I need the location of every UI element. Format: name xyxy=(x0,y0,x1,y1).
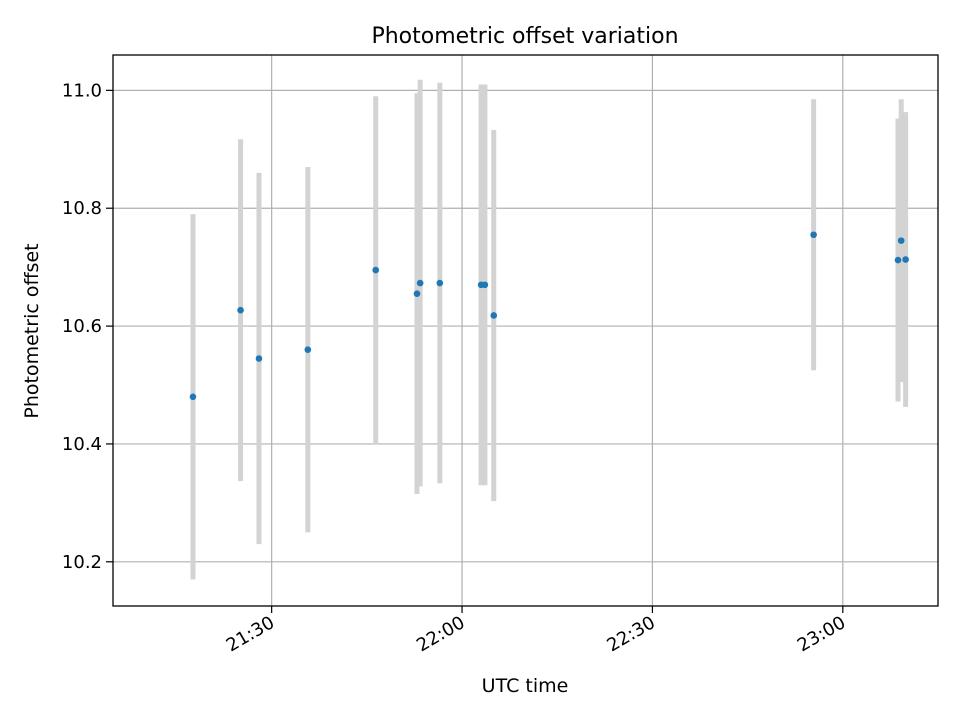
y-tick-label: 10.4 xyxy=(62,434,102,455)
data-points xyxy=(189,231,909,401)
data-point xyxy=(255,355,263,362)
y-axis-ticks: 10.2 10.4 10.6 10.8 11.0 xyxy=(62,80,113,573)
x-tick-label: 22:00 xyxy=(413,612,468,656)
data-point xyxy=(810,231,817,239)
data-point xyxy=(897,237,905,244)
y-tick-label: 11.0 xyxy=(62,80,102,101)
y-tick-label: 10.8 xyxy=(62,198,102,219)
error-bars xyxy=(190,79,909,580)
plot-frame xyxy=(112,54,939,607)
data-point xyxy=(481,281,489,289)
data-point xyxy=(237,306,244,314)
y-tick-label: 10.6 xyxy=(62,316,102,337)
data-point xyxy=(372,266,380,274)
data-point xyxy=(902,256,909,263)
y-tick-label: 10.2 xyxy=(62,552,102,573)
data-point xyxy=(490,312,498,319)
y-axis-label: Photometric offset xyxy=(21,243,43,418)
x-tick-label: 23:00 xyxy=(794,612,849,656)
data-point xyxy=(304,346,312,353)
x-axis-label: UTC time xyxy=(482,675,569,697)
chart-title: Photometric offset variation xyxy=(371,24,678,49)
data-point xyxy=(894,256,902,264)
grid-lines xyxy=(113,55,938,606)
data-point xyxy=(416,279,424,287)
data-point xyxy=(436,279,444,287)
x-tick-label: 21:30 xyxy=(223,612,278,656)
x-tick-label: 22:30 xyxy=(603,612,658,656)
data-point xyxy=(413,290,421,297)
data-point xyxy=(189,393,197,401)
